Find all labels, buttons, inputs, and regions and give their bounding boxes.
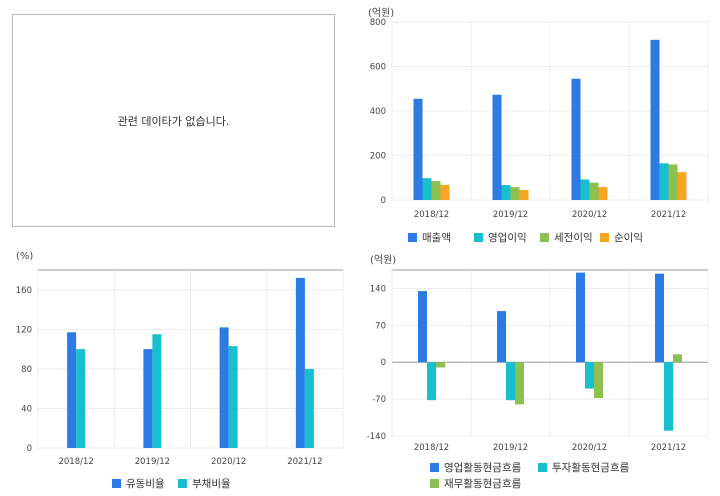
- cashflow-bar: [594, 362, 603, 398]
- ratio-xtick-label: 2018/12: [58, 457, 93, 467]
- ratio-bar: [296, 278, 305, 448]
- ratio-xtick-label: 2020/12: [211, 457, 246, 467]
- ratio-bar: [76, 349, 85, 448]
- cashflow-ytick-label: 140: [370, 284, 386, 294]
- ratio-bar: [152, 334, 161, 448]
- ratio-bar: [229, 346, 238, 448]
- ratio-ytick-label: 120: [16, 325, 32, 335]
- cashflow-bar: [576, 273, 585, 363]
- income-bar: [669, 164, 678, 200]
- cashflow-bar: [418, 291, 427, 362]
- cashflow-xtick-label: 2021/12: [651, 443, 686, 453]
- income-legend-item[interactable]: 영업이익: [474, 230, 527, 245]
- cashflow-ytick-label: 0: [381, 358, 386, 368]
- cashflow-bar: [655, 274, 664, 363]
- cashflow-xtick-label: 2019/12: [493, 443, 528, 453]
- income-ytick-label: 800: [370, 18, 386, 28]
- income-bar: [511, 187, 520, 200]
- ratio-legend-item[interactable]: 부채비율: [178, 476, 231, 491]
- income-bar: [590, 183, 599, 200]
- cashflow-bar: [436, 362, 445, 367]
- ratio-ytick-label: 160: [16, 286, 32, 296]
- income-bar: [493, 95, 502, 200]
- cashflow-bar: [427, 362, 436, 400]
- cashflow-bar: [506, 362, 515, 400]
- income-bar: [414, 99, 423, 200]
- cashflow-bar: [585, 362, 594, 388]
- income-ytick-label: 600: [370, 63, 386, 73]
- income-chart: 0 200 400 600 800 2018/12 2019/12 2020/12 2021/1…: [360, 14, 712, 224]
- income-bar: [572, 79, 581, 200]
- income-legend-swatch: [540, 233, 549, 242]
- ratio-bar: [305, 369, 314, 448]
- ratio-legend-label: 유동비율: [126, 478, 165, 490]
- cashflow-bar: [515, 362, 524, 404]
- cashflow-legend-item[interactable]: 재무활동현금흐름: [430, 476, 521, 491]
- income-legend-item[interactable]: 세전이익: [540, 230, 593, 245]
- ratio-chart: 0 40 80 120 160 2018/12 2019/12 2020/12 2021/12: [8, 262, 353, 470]
- income-bar: [502, 185, 511, 200]
- cashflow-bar: [664, 362, 673, 431]
- cashflow-legend-swatch: [538, 463, 547, 472]
- income-bar: [678, 172, 687, 200]
- income-legend-label: 순이익: [614, 232, 643, 244]
- income-bar: [520, 190, 529, 200]
- cashflow-legend-label: 재무활동현금흐름: [444, 478, 521, 490]
- income-legend-swatch: [408, 233, 417, 242]
- cashflow-legend-swatch: [430, 479, 439, 488]
- ratio-ytick-label: 0: [27, 444, 32, 454]
- ratio-legend-swatch: [178, 479, 187, 488]
- income-bar: [441, 185, 450, 200]
- income-legend-label: 영업이익: [488, 232, 527, 244]
- ratio-bar: [220, 327, 229, 448]
- cashflow-bar: [497, 311, 506, 362]
- income-xtick-label: 2019/12: [493, 210, 528, 220]
- income-xtick-label: 2018/12: [414, 210, 449, 220]
- income-bar: [581, 180, 590, 200]
- income-legend-swatch: [474, 233, 483, 242]
- cashflow-ytick-label: 70: [375, 321, 386, 331]
- ratio-legend-item[interactable]: 유동비율: [112, 476, 165, 491]
- cashflow-legend-item[interactable]: 영업활동현금흐름: [430, 460, 521, 475]
- income-xtick-label: 2021/12: [651, 210, 686, 220]
- income-bar: [599, 187, 608, 200]
- income-xtick-label: 2020/12: [572, 210, 607, 220]
- ratio-bar: [143, 349, 152, 448]
- income-bar: [432, 181, 441, 200]
- income-ytick-label: 400: [370, 107, 386, 117]
- income-legend-item[interactable]: 순이익: [600, 230, 643, 245]
- cashflow-xtick-label: 2018/12: [414, 443, 449, 453]
- empty-data-panel: 관련 데이타가 없습니다.: [12, 14, 335, 227]
- ratio-legend-label: 부채비율: [192, 478, 231, 490]
- cashflow-ytick-label: -140: [367, 432, 386, 442]
- income-legend-label: 세전이익: [554, 232, 593, 244]
- cashflow-legend-label: 영업활동현금흐름: [444, 462, 521, 474]
- income-legend-label: 매출액: [422, 232, 451, 244]
- income-bar: [651, 40, 660, 200]
- ratio-xtick-label: 2019/12: [135, 457, 170, 467]
- ratio-ytick-label: 40: [21, 404, 32, 414]
- income-legend-swatch: [600, 233, 609, 242]
- income-chart-legend: 매출액 영업이익 세전이익 순이익: [360, 228, 712, 246]
- income-legend-item[interactable]: 매출액: [408, 230, 451, 245]
- ratio-chart-unit-label: (%): [16, 251, 33, 262]
- cashflow-bar: [673, 354, 682, 362]
- ratio-xtick-label: 2021/12: [287, 457, 322, 467]
- income-ytick-label: 200: [370, 152, 386, 162]
- income-bar: [660, 163, 669, 200]
- cashflow-xtick-label: 2020/12: [572, 443, 607, 453]
- cashflow-legend-swatch: [430, 463, 439, 472]
- cashflow-ytick-label: -70: [372, 395, 386, 405]
- empty-data-message: 관련 데이타가 없습니다.: [118, 113, 230, 129]
- ratio-bar: [67, 332, 76, 448]
- cashflow-legend-label: 투자활동현금흐름: [552, 462, 629, 474]
- income-bar: [423, 178, 432, 200]
- cashflow-legend-item[interactable]: 투자활동현금흐름: [538, 460, 629, 475]
- income-ytick-label: 0: [381, 196, 386, 206]
- ratio-ytick-label: 80: [21, 365, 32, 375]
- cashflow-chart: -140 -70 0 70 140 2018/12 2019/12 2020/12 2021/1…: [360, 262, 712, 456]
- ratio-chart-legend: 유동비율 부채비율: [8, 476, 353, 494]
- ratio-legend-swatch: [112, 479, 121, 488]
